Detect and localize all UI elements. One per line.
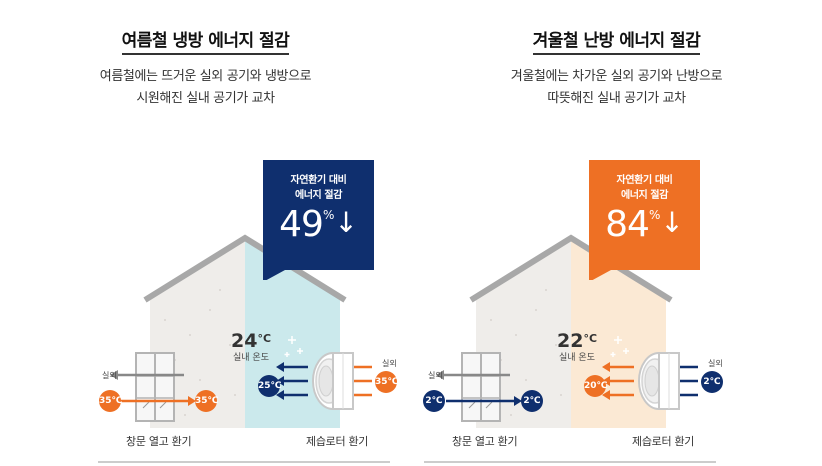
erv-rotor-icon [312, 352, 354, 410]
window-out-temp-badge: 2℃ [521, 390, 543, 412]
winter-energy-badge: 자연환기 대비 에너지 절감 84%↓ [589, 160, 700, 280]
window-in-temp-badge: 35℃ [99, 390, 122, 412]
summer-description: 여름철에는 뜨거운 실외 공기와 냉방으로 시원해진 실내 공기가 교차 [99, 69, 312, 106]
summer-panel: 여름철 냉방 에너지 절감 여름철에는 뜨거운 실외 공기와 냉방으로 시원해진… [0, 26, 411, 463]
down-arrow-icon: ↓ [334, 206, 358, 239]
winter-panel: 겨울철 난방 에너지 절감 겨울철에는 차가운 실외 공기와 난방으로 따뜻해진… [411, 0, 822, 466]
window-icon [461, 352, 501, 422]
down-arrow-icon: ↓ [660, 206, 684, 239]
roof [469, 234, 673, 303]
window-icon [135, 352, 175, 422]
outdoor-label-left: 실외 [102, 371, 117, 380]
sparkle-icon [284, 336, 303, 357]
badge-shape [589, 160, 700, 280]
badge-shape [263, 160, 374, 280]
outdoor-label-right: 실외 [382, 359, 397, 368]
winter-description: 겨울철에는 차가운 실외 공기와 난방으로 따뜻해진 실내 공기가 교차 [510, 69, 723, 106]
foot-erv-label: 제습로터 환기 [306, 435, 369, 448]
erv-rotor-icon [638, 352, 680, 410]
summer-energy-badge: 자연환기 대비 에너지 절감 49%↓ [263, 160, 374, 280]
foot-erv-label: 제습로터 환기 [632, 435, 695, 448]
summer-title: 여름철 냉방 에너지 절감 [0, 26, 411, 55]
outdoor-label-left: 실외 [428, 371, 443, 380]
erv-out-temp-badge: 2℃ [701, 371, 723, 393]
window-out-temp-badge: 35℃ [195, 390, 218, 412]
erv-out-temp-badge: 35℃ [375, 371, 398, 393]
summer-indoor-temp: 24°C 실내 온도 [230, 330, 272, 363]
summer-saving-value: 49 [279, 204, 324, 245]
sparkle-icon [610, 336, 629, 357]
erv-in-temp-badge: 25℃ [258, 375, 281, 397]
erv-warm-arrows [608, 365, 634, 397]
winter-saving-value: 84 [605, 204, 650, 245]
window-in-temp-badge: 2℃ [423, 390, 445, 412]
foot-window-label: 창문 열고 환기 [452, 435, 518, 448]
erv-in-temp-badge: 20℃ [584, 375, 607, 397]
winter-indoor-temp: 22°C 실내 온도 [556, 330, 598, 363]
winter-title: 겨울철 난방 에너지 절감 [411, 26, 822, 55]
outdoor-label-right: 실외 [708, 359, 723, 368]
foot-window-label: 창문 열고 환기 [126, 435, 192, 448]
roof [143, 234, 347, 303]
erv-cool-arrows [282, 365, 308, 397]
